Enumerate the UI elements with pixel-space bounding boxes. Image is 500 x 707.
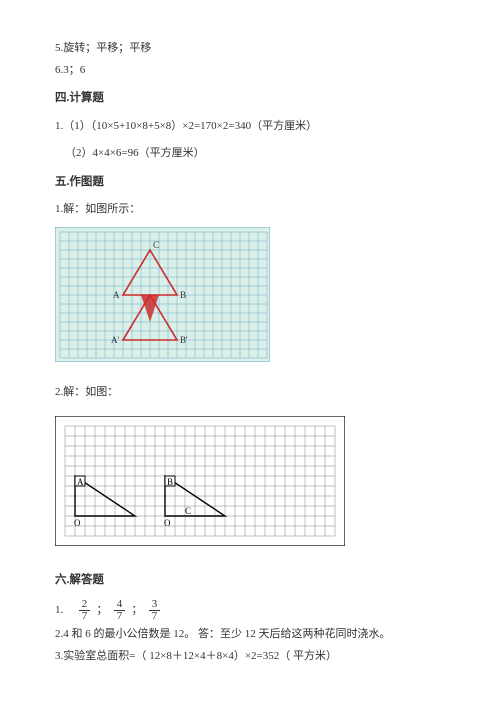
fraction-1: 2 7 [79, 599, 91, 622]
fraction-3: 3 7 [149, 599, 161, 622]
frac2-den: 7 [114, 611, 126, 622]
svg-text:B: B [180, 290, 186, 300]
section-4-title: 四.计算题 [55, 89, 445, 107]
svg-text:A': A' [111, 335, 119, 345]
answer-line-5: 5.旋转；平移；平移 [55, 40, 445, 58]
section-6-title: 六.解答题 [55, 571, 445, 589]
svg-text:O: O [74, 518, 81, 528]
figure-2: A O B O C [55, 416, 445, 553]
svg-text:C: C [153, 240, 159, 250]
sep2: ； [130, 602, 144, 620]
svg-text:C: C [185, 506, 191, 516]
s6-q1: 1. 2 7 ； 4 7 ； 3 7 [55, 599, 445, 622]
fraction-2: 4 7 [114, 599, 126, 622]
s4-q1a: 1.（1）（10×5+10×8+5×8）×2=170×2=340（平方厘米） [55, 118, 445, 136]
s5-q1: 1.解：如图所示： [55, 201, 445, 219]
s5-q2: 2.解：如图： [55, 384, 445, 402]
figure-1: A B C A' B' [55, 227, 445, 369]
svg-text:B': B' [180, 335, 188, 345]
answer-line-6: 6.3；6 [55, 62, 445, 80]
svg-text:O: O [164, 518, 171, 528]
s6-q1-prefix: 1. [55, 604, 63, 616]
svg-text:B: B [167, 477, 173, 487]
frac1-den: 7 [79, 611, 91, 622]
s6-q2: 2.4 和 6 的最小公倍数是 12。 答：至少 12 天后给这两种花同时浇水。 [55, 626, 445, 644]
svg-text:A: A [77, 477, 84, 487]
s4-q1b: （2）4×4×6=96（平方厘米） [65, 145, 445, 163]
svg-text:A: A [113, 290, 120, 300]
sep1: ； [95, 602, 109, 620]
frac3-den: 7 [149, 611, 161, 622]
section-5-title: 五.作图题 [55, 173, 445, 191]
s6-q3: 3.实验室总面积=（ 12×8＋12×4＋8×4）×2=352（ 平方米） [55, 648, 445, 666]
